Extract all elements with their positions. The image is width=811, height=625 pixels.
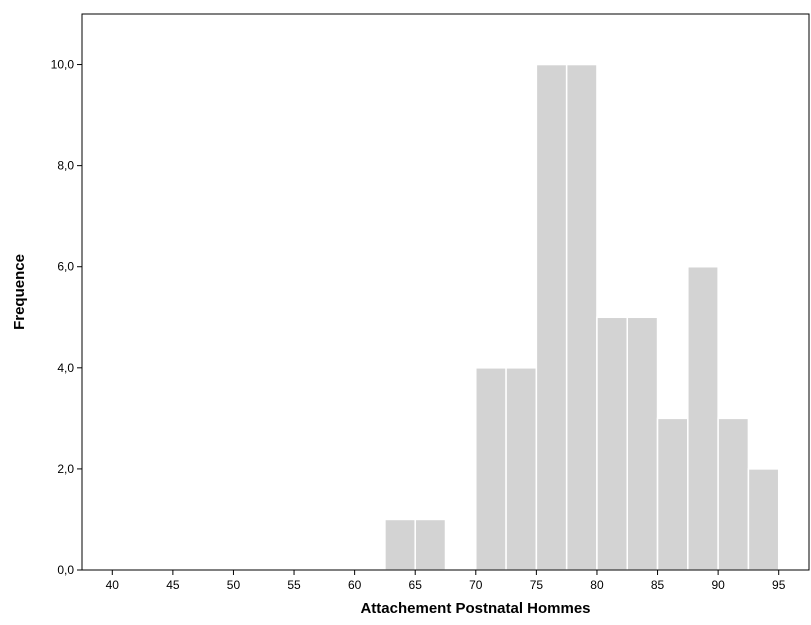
x-tick-label: 55 bbox=[287, 578, 301, 592]
y-axis-ticks: 0,0 2,0 4,0 6,0 8,0 10,0 bbox=[51, 58, 82, 577]
histogram-bar bbox=[656, 417, 689, 571]
x-tick-label: 85 bbox=[651, 578, 665, 592]
x-tick-label: 40 bbox=[106, 578, 120, 592]
histogram-bar bbox=[687, 265, 719, 571]
histogram-bar bbox=[626, 316, 659, 571]
histogram-bar bbox=[535, 63, 568, 571]
y-axis-title: Frequence bbox=[11, 254, 28, 330]
x-tick-label: 95 bbox=[772, 578, 786, 592]
histogram-bar bbox=[505, 367, 538, 571]
histogram-bar bbox=[717, 417, 750, 571]
x-tick-label: 80 bbox=[590, 578, 604, 592]
x-tick-label: 50 bbox=[227, 578, 241, 592]
histogram-bar bbox=[565, 63, 598, 571]
histogram-bars bbox=[384, 63, 780, 571]
y-tick-label: 6,0 bbox=[57, 260, 74, 274]
y-tick-label: 8,0 bbox=[57, 159, 74, 173]
plot-frame bbox=[81, 13, 810, 571]
y-tick-label: 2,0 bbox=[57, 462, 74, 476]
x-axis-ticks: 40 45 50 55 60 65 70 75 80 85 90 95 bbox=[106, 570, 786, 592]
x-tick-label: 70 bbox=[469, 578, 483, 592]
histogram-bar bbox=[384, 518, 416, 571]
histogram-bar bbox=[747, 468, 780, 571]
y-tick-label: 0,0 bbox=[57, 563, 74, 577]
x-tick-label: 90 bbox=[711, 578, 725, 592]
x-tick-label: 75 bbox=[530, 578, 544, 592]
x-tick-label: 60 bbox=[348, 578, 362, 592]
x-tick-label: 45 bbox=[166, 578, 180, 592]
y-tick-label: 10,0 bbox=[51, 58, 75, 72]
x-tick-label: 65 bbox=[409, 578, 423, 592]
histogram-bar bbox=[596, 316, 628, 571]
histogram-bar bbox=[475, 367, 507, 571]
y-tick-label: 4,0 bbox=[57, 361, 74, 375]
x-axis-title: Attachement Postnatal Hommes bbox=[360, 600, 590, 617]
histogram-bar bbox=[414, 518, 447, 571]
